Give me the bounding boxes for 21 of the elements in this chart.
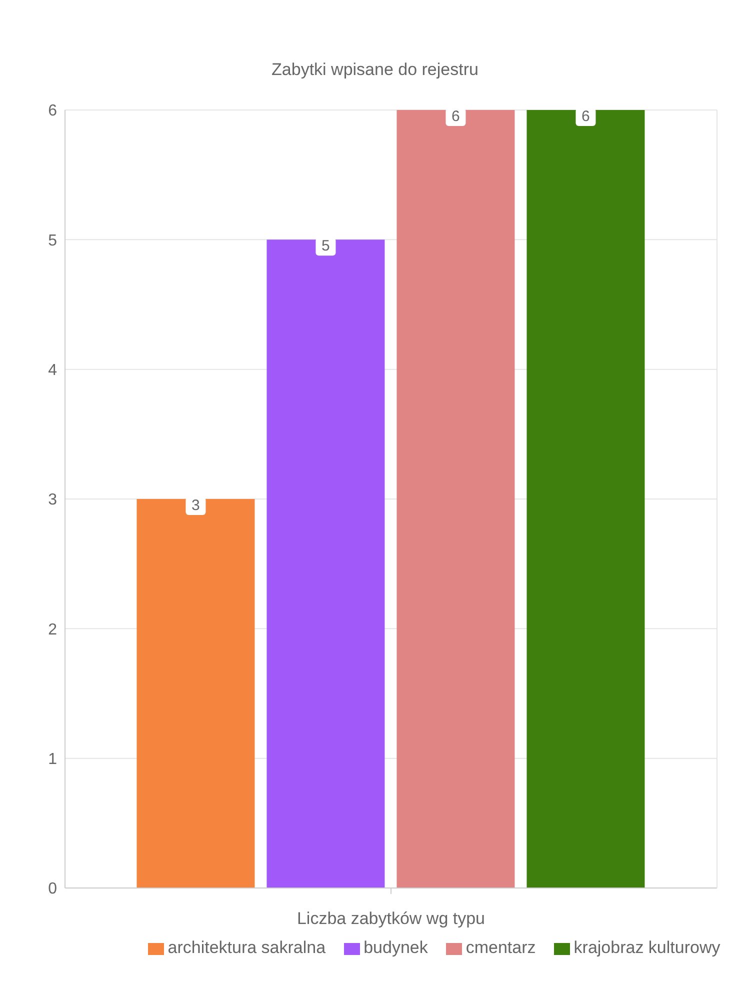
- data-label: 3: [192, 497, 200, 514]
- legend-label: krajobraz kulturowy: [574, 938, 720, 957]
- bar: [526, 110, 645, 888]
- data-label: 5: [322, 238, 330, 255]
- bar: [396, 110, 515, 888]
- data-label: 6: [452, 108, 460, 125]
- y-tick-label: 0: [48, 880, 58, 898]
- y-tick-label: 6: [48, 102, 58, 120]
- bar: [136, 499, 255, 888]
- bar: [266, 240, 385, 888]
- y-tick-label: 1: [48, 751, 58, 768]
- legend-label: cmentarz: [466, 938, 536, 957]
- y-tick-label: 2: [48, 621, 58, 638]
- y-tick-label: 5: [48, 232, 58, 250]
- y-tick-label: 3: [48, 492, 58, 509]
- legend-label: architektura sakralna: [168, 938, 326, 957]
- y-tick-label: 4: [48, 362, 58, 380]
- chart-title: Zabytki wpisane do rejestru: [270, 60, 480, 81]
- data-label: 6: [582, 108, 590, 125]
- legend-label: budynek: [364, 938, 428, 957]
- x-axis-title: Liczba zabytków wg typu: [296, 909, 486, 928]
